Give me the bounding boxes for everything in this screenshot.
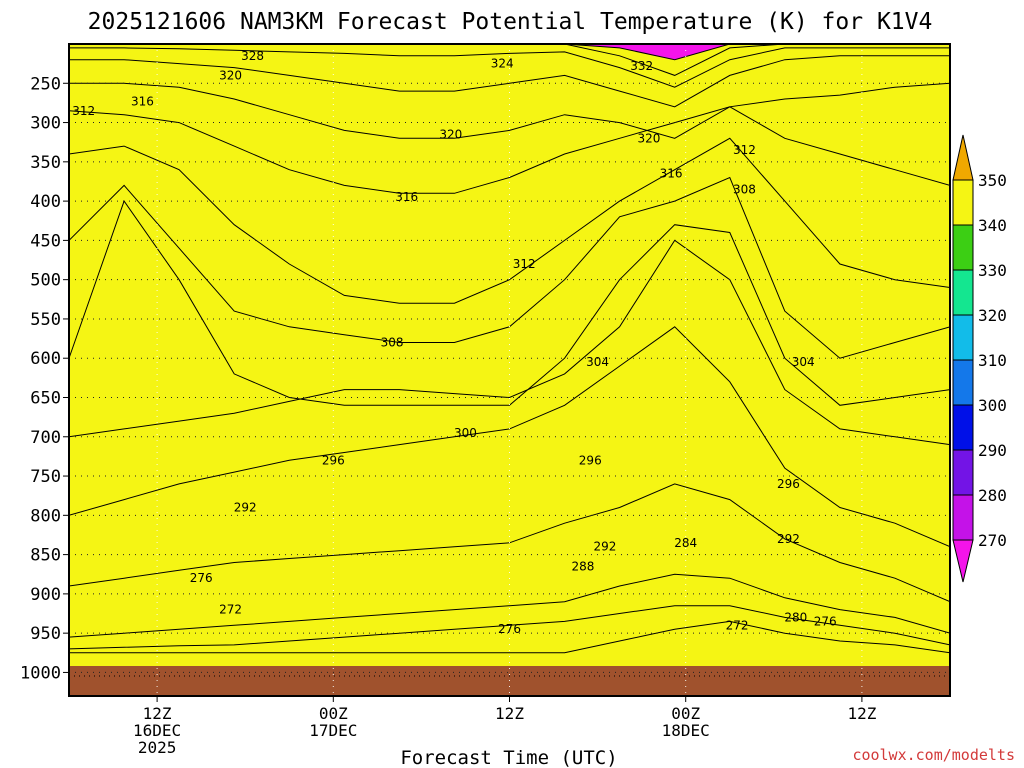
contour-label: 300 xyxy=(454,426,477,440)
colorbar-tick-label: 290 xyxy=(978,441,1007,460)
colorbar-arrow-bottom xyxy=(952,539,974,583)
contour-label: 316 xyxy=(395,190,418,204)
y-axis-ticks: 250 300 350 400 450 500 550 600 650 700 750 800 850 9… xyxy=(20,74,69,683)
x-tick-label: 00Z xyxy=(319,704,348,723)
x-tick-label: 12Z xyxy=(495,704,524,723)
colorbar-bin-290 xyxy=(952,404,974,451)
contour-label: 320 xyxy=(219,68,242,82)
y-tick-label: 550 xyxy=(30,310,61,330)
contour-label: 320 xyxy=(439,127,462,141)
y-tick-label: 500 xyxy=(30,271,61,291)
x-tick-label: 17DEC xyxy=(309,721,357,740)
contour-label: 276 xyxy=(814,614,837,628)
isentrope-310 xyxy=(69,137,950,304)
y-tick-label: 850 xyxy=(30,546,61,566)
y-tick-label: 950 xyxy=(30,624,61,644)
isentrope-280 xyxy=(69,573,950,638)
grid-lines xyxy=(69,44,950,696)
contour-label: 308 xyxy=(381,336,404,350)
contour-label: 316 xyxy=(660,167,683,181)
contour-label: 296 xyxy=(579,453,602,467)
colorbar: 350 340 330 320 310 300 290 280 270 xyxy=(952,134,1007,583)
y-tick-label: 450 xyxy=(30,231,61,251)
x-tick-label: 2025 xyxy=(138,738,177,757)
contour-label: 304 xyxy=(586,355,609,369)
isentrope-270 xyxy=(69,620,950,654)
contour-labels: 328 324 332 320 316 312 320 320 312 316 308 316 312 3… xyxy=(72,49,836,636)
y-tick-label: 400 xyxy=(30,192,61,212)
y-tick-label: 250 xyxy=(30,74,61,94)
contour-label: 328 xyxy=(241,49,264,63)
contour-label: 312 xyxy=(513,257,536,271)
colorbar-tick-label: 350 xyxy=(978,171,1007,190)
contour-label: 312 xyxy=(733,143,756,157)
colorbar-tick-label: 310 xyxy=(978,351,1007,370)
colorbar-bin-340 xyxy=(952,179,974,226)
isentrope-295 xyxy=(69,239,950,446)
colorbar-arrow-top xyxy=(952,134,974,181)
y-tick-label: 650 xyxy=(30,388,61,408)
isentrope-315 xyxy=(69,106,950,194)
y-tick-label: 800 xyxy=(30,506,61,526)
contour-label: 276 xyxy=(498,622,521,636)
contour-label: 296 xyxy=(777,477,800,491)
contour-label: 272 xyxy=(726,618,749,632)
contour-label: 292 xyxy=(777,532,800,546)
isentrope-325 xyxy=(69,55,950,108)
y-tick-label: 750 xyxy=(30,467,61,487)
contour-label: 296 xyxy=(322,453,345,467)
contour-label: 292 xyxy=(593,540,616,554)
colorbar-tick-label: 340 xyxy=(978,216,1007,235)
contour-label: 308 xyxy=(733,182,756,196)
x-tick-label: 12Z xyxy=(143,704,172,723)
y-tick-label: 350 xyxy=(30,153,61,173)
colorbar-tick-label: 320 xyxy=(978,306,1007,325)
contour-label: 332 xyxy=(630,59,653,73)
y-tick-label: 600 xyxy=(30,349,61,369)
colorbar-tick-label: 270 xyxy=(978,531,1007,550)
contour-label: 288 xyxy=(571,559,594,573)
contour-label: 292 xyxy=(234,500,257,514)
contour-label: 316 xyxy=(131,94,154,108)
isentrope-330 xyxy=(69,47,950,88)
plot-area: 328 324 332 320 316 312 320 320 312 316 308 316 312 3… xyxy=(68,43,951,697)
theta-fill-layer xyxy=(69,44,950,696)
y-tick-label: 1000 xyxy=(20,663,61,683)
contour-label: 284 xyxy=(674,536,697,550)
x-tick-label: 12Z xyxy=(847,704,876,723)
colorbar-tick-label: 280 xyxy=(978,486,1007,505)
y-tick-label: 900 xyxy=(30,585,61,605)
contour-label: 280 xyxy=(784,610,807,624)
colorbar-bin-310 xyxy=(952,314,974,361)
credit-text: coolwx.com/modelts xyxy=(852,746,1015,764)
isentrope-320 xyxy=(69,82,950,139)
contour-label: 312 xyxy=(72,104,95,118)
contour-label: 272 xyxy=(219,603,242,617)
isentrope-275 xyxy=(69,605,950,650)
colorbar-tick-label: 300 xyxy=(978,396,1007,415)
contour-label: 320 xyxy=(638,131,661,145)
x-tick-label: 16DEC xyxy=(133,721,181,740)
x-tick-label: 00Z xyxy=(671,704,700,723)
x-axis-label: Forecast Time (UTC) xyxy=(400,747,617,768)
chart-title: 2025121606 NAM3KM Forecast Potential Tem… xyxy=(88,9,933,35)
colorbar-bin-320 xyxy=(952,269,974,316)
colorbar-tick-label: 330 xyxy=(978,261,1007,280)
colorbar-bin-300 xyxy=(952,359,974,406)
theta-band-340 xyxy=(69,44,950,696)
contour-label: 324 xyxy=(491,57,514,71)
colorbar-bin-270 xyxy=(952,494,974,541)
y-tick-label: 300 xyxy=(30,114,61,134)
x-tick-label: 18DEC xyxy=(662,721,710,740)
contour-label: 304 xyxy=(792,355,815,369)
isentrope-300 xyxy=(69,200,950,406)
colorbar-bin-330 xyxy=(952,224,974,271)
contour-label: 276 xyxy=(190,571,213,585)
y-tick-label: 700 xyxy=(30,428,61,448)
colorbar-bin-280 xyxy=(952,449,974,496)
